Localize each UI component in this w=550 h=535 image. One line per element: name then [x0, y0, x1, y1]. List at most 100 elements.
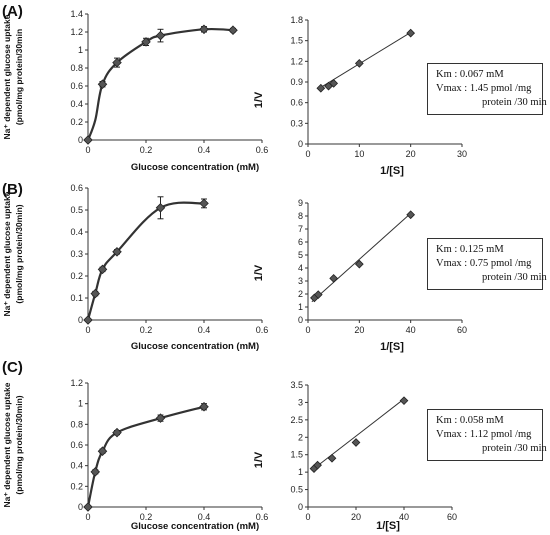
y-tick-label: 3 [298, 397, 303, 407]
data-point [354, 259, 364, 269]
fit-line [318, 31, 411, 90]
x-axis-label: Glucose concentration (mM) [131, 521, 259, 532]
y-tick-label: 0.4 [70, 99, 83, 109]
saturation-plot: 0 0.1 0.2 0.3 0.4 0.5 0.6 0 0.2 0.4 0.6 Na⁺ depende… [2, 183, 268, 352]
x-tick-label: 10 [354, 149, 364, 159]
x-axis-label: 1/[S] [376, 520, 400, 532]
y-tick-label: 0 [78, 135, 83, 145]
y-tick-label: 0.6 [70, 440, 83, 450]
y-tick-label: 0.1 [70, 293, 83, 303]
y-tick-label: 0 [78, 315, 83, 325]
x-tick-label: 20 [351, 512, 361, 522]
lineweaver-burk-plot: 0 0.3 0.6 0.9 1.2 1.5 1.8 0 10 20 30 1/V 1/[S] [253, 15, 467, 177]
fit-line [311, 213, 412, 303]
y-tick-label: 0.3 [70, 249, 83, 259]
x-tick-label: 0 [85, 145, 90, 155]
data-point [112, 427, 122, 438]
data-point [228, 25, 238, 35]
data-point [155, 413, 166, 423]
y-tick-label: 1.2 [70, 378, 83, 388]
kinetics-info-box: Km : 0.067 mM Vmax : 1.45 pmol /mg prote… [427, 63, 547, 115]
y-tick-label: 5 [298, 250, 303, 260]
x-tick-label: 20 [406, 149, 416, 159]
y-tick-label: 0 [298, 139, 303, 149]
x-tick-label: 0.2 [140, 512, 153, 522]
y-tick-label: 0 [78, 502, 83, 512]
data-point [83, 135, 93, 145]
x-axis-label: 1/[S] [380, 341, 404, 353]
y-tick-label: 0.2 [70, 271, 83, 281]
x-tick-label: 0 [305, 149, 310, 159]
y-axis-label: Na⁺ dependent glucose uptake [2, 14, 12, 139]
data-point [329, 274, 339, 283]
y-tick-label: 3 [298, 276, 303, 286]
series-line [86, 201, 205, 321]
saturation-plot: 0 0.2 0.4 0.6 0.8 1 1.2 1.4 0 0.2 0.4 0.6 Na⁺ depend… [2, 9, 268, 173]
panel-label: (B) [2, 181, 23, 198]
y-axis-label: (pmol/mg protein/30min) [14, 395, 24, 494]
y-tick-label: 0.8 [70, 63, 83, 73]
y-axis-label: Na⁺ dependent glucose uptake [2, 191, 12, 316]
data-point [90, 288, 101, 299]
y-tick-label: 4 [298, 263, 303, 273]
y-tick-label: 1 [78, 45, 83, 55]
x-tick-label: 0.4 [198, 512, 211, 522]
data-point [97, 79, 108, 89]
y-tick-label: 0.6 [290, 98, 303, 108]
x-axis-label: 1/[S] [380, 165, 404, 177]
data-point [199, 402, 209, 412]
y-tick-label: 1 [298, 302, 303, 312]
data-point [354, 59, 364, 68]
x-tick-label: 0.6 [256, 512, 269, 522]
y-tick-label: 0.9 [290, 77, 303, 87]
x-tick-label: 0.2 [140, 325, 153, 335]
data-point [97, 446, 108, 456]
y-tick-label: 1 [78, 399, 83, 409]
data-point [313, 460, 322, 470]
y-tick-label: 0.3 [290, 118, 303, 128]
panel-b: (B) 0 0.1 0.2 0.3 0.4 0.5 0.6 0 0.2 0.4 0.6 Na⁺ dep… [0, 178, 550, 356]
data-point [155, 203, 166, 213]
lineweaver-burk-plot: 0 1 2 3 4 5 6 7 8 9 0 20 40 60 1/V 1/[S] [253, 198, 467, 353]
x-tick-label: 40 [406, 325, 416, 335]
x-tick-label: 0.2 [140, 145, 153, 155]
panel-c-svg: 0 0.2 0.4 0.6 0.8 1 1.2 0 0.2 0.4 0.6 Na⁺ dependent… [2, 378, 457, 532]
data-point [199, 24, 209, 35]
x-tick-label: 0 [85, 512, 90, 522]
y-tick-label: 1.4 [70, 9, 83, 19]
y-tick-label: 1.2 [70, 27, 83, 37]
y-tick-label: 0.4 [70, 461, 83, 471]
data-point [97, 264, 108, 275]
y-tick-label: 7 [298, 224, 303, 234]
y-tick-label: 2 [298, 432, 303, 442]
data-point [141, 37, 151, 47]
data-point [329, 79, 339, 88]
y-tick-label: 0.5 [70, 205, 83, 215]
vmax-unit-text: protein /30 min [482, 272, 547, 283]
data-point [406, 210, 416, 220]
y-tick-label: 1.2 [290, 56, 303, 66]
panel-a: (A) 0 0.2 0.4 0.6 0.8 1 1.2 1.4 0 0.2 0.4 0.6 Na⁺ de… [0, 0, 550, 178]
data-point [112, 57, 122, 68]
data-point [199, 198, 209, 209]
panel-c: (C) 0 0.2 0.4 0.6 0.8 1 1.2 0 0.2 0.4 0.6 Na⁺ depen… [0, 356, 550, 534]
x-tick-label: 0 [305, 512, 310, 522]
data-point [83, 502, 93, 512]
kinetics-info-box: Km : 0.125 mM Vmax : 0.75 pmol /mg prote… [427, 238, 547, 290]
y-tick-label: 0.2 [70, 481, 83, 491]
y-tick-label: 9 [298, 198, 303, 208]
data-point [90, 467, 101, 477]
x-tick-label: 60 [447, 512, 457, 522]
y-tick-label: 0.6 [70, 183, 83, 193]
y-tick-label: 0.6 [70, 81, 83, 91]
data-point [316, 83, 326, 93]
x-tick-label: 0.6 [256, 325, 269, 335]
x-tick-label: 60 [457, 325, 467, 335]
panel-label: (A) [2, 3, 23, 20]
data-point [406, 28, 416, 38]
y-tick-label: 1.5 [290, 450, 303, 460]
panel-b-svg: 0 0.1 0.2 0.3 0.4 0.5 0.6 0 0.2 0.4 0.6 Na⁺ depende… [2, 183, 467, 353]
data-point [112, 247, 122, 257]
y-tick-label: 8 [298, 211, 303, 221]
x-tick-label: 30 [457, 149, 467, 159]
